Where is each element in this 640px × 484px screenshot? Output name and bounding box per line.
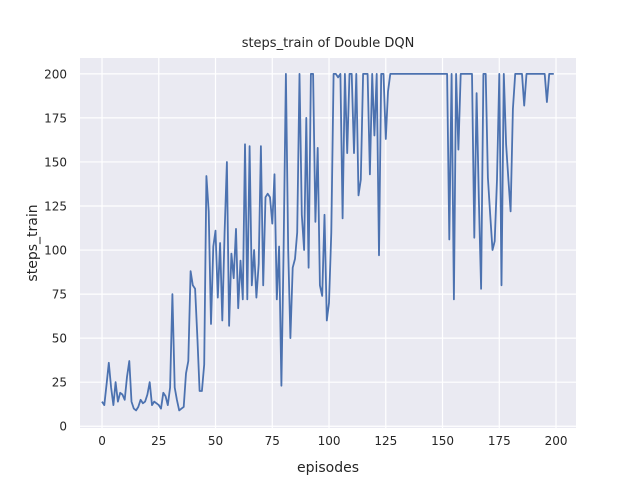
x-tick-label: 150: [431, 434, 454, 448]
y-tick-label: 25: [52, 376, 67, 390]
chart-title: steps_train of Double DQN: [242, 36, 415, 51]
series-line: [101, 73, 554, 412]
y-axis-label: steps_train: [25, 204, 41, 281]
y-tick-label: 125: [44, 200, 67, 214]
x-tick-label: 200: [545, 434, 568, 448]
tick-labels: 0 25 50 75 100 125 150 175 200 0 25 50 75 100 125 150 17…: [44, 67, 567, 448]
y-tick-label: 150: [44, 155, 67, 169]
y-tick-label: 50: [52, 332, 67, 346]
x-tick-label: 125: [374, 434, 397, 448]
y-tick-label: 0: [59, 420, 67, 434]
x-tick-label: 25: [151, 434, 166, 448]
x-tick-label: 75: [265, 434, 280, 448]
y-tick-label: 175: [44, 111, 67, 125]
x-tick-label: 175: [488, 434, 511, 448]
x-tick-label: 50: [208, 434, 223, 448]
y-tick-label: 75: [52, 288, 67, 302]
x-axis-label: episodes: [297, 460, 359, 476]
y-tick-label: 200: [44, 67, 67, 81]
x-tick-label: 100: [318, 434, 341, 448]
x-tick-label: 0: [98, 434, 106, 448]
y-tick-label: 100: [44, 244, 67, 258]
